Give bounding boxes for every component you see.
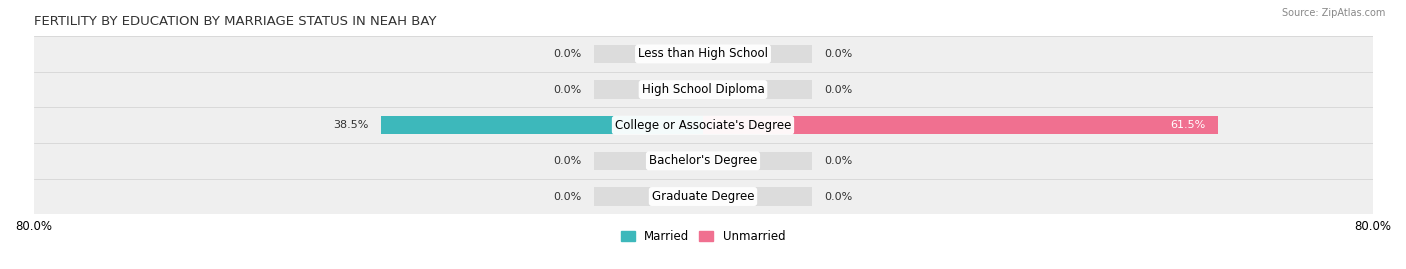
Text: 0.0%: 0.0% bbox=[554, 156, 582, 166]
Text: High School Diploma: High School Diploma bbox=[641, 83, 765, 96]
Bar bbox=[703, 116, 1218, 134]
Text: College or Associate's Degree: College or Associate's Degree bbox=[614, 119, 792, 132]
Text: 0.0%: 0.0% bbox=[824, 192, 852, 201]
Bar bbox=[381, 116, 703, 134]
Text: 0.0%: 0.0% bbox=[824, 156, 852, 166]
Bar bbox=[703, 152, 811, 170]
Text: FERTILITY BY EDUCATION BY MARRIAGE STATUS IN NEAH BAY: FERTILITY BY EDUCATION BY MARRIAGE STATU… bbox=[34, 15, 436, 28]
Legend: Married, Unmarried: Married, Unmarried bbox=[616, 225, 790, 248]
Text: Graduate Degree: Graduate Degree bbox=[652, 190, 754, 203]
Text: 0.0%: 0.0% bbox=[824, 84, 852, 95]
Text: 0.0%: 0.0% bbox=[554, 49, 582, 59]
Bar bbox=[595, 187, 703, 206]
Bar bbox=[34, 143, 1372, 179]
Text: Source: ZipAtlas.com: Source: ZipAtlas.com bbox=[1281, 8, 1385, 18]
Bar bbox=[595, 45, 703, 63]
Bar bbox=[595, 80, 703, 99]
Text: 0.0%: 0.0% bbox=[824, 49, 852, 59]
Bar bbox=[703, 45, 811, 63]
Text: 0.0%: 0.0% bbox=[554, 192, 582, 201]
Bar bbox=[703, 187, 811, 206]
Text: Less than High School: Less than High School bbox=[638, 47, 768, 61]
Bar bbox=[34, 72, 1372, 107]
Text: 0.0%: 0.0% bbox=[554, 84, 582, 95]
Bar bbox=[703, 80, 811, 99]
Bar bbox=[595, 152, 703, 170]
Bar bbox=[703, 116, 1218, 134]
Bar bbox=[381, 116, 703, 134]
Text: 61.5%: 61.5% bbox=[1170, 120, 1205, 130]
Bar bbox=[34, 179, 1372, 214]
Bar bbox=[34, 107, 1372, 143]
Text: Bachelor's Degree: Bachelor's Degree bbox=[650, 154, 756, 167]
Bar bbox=[34, 36, 1372, 72]
Text: 38.5%: 38.5% bbox=[333, 120, 368, 130]
